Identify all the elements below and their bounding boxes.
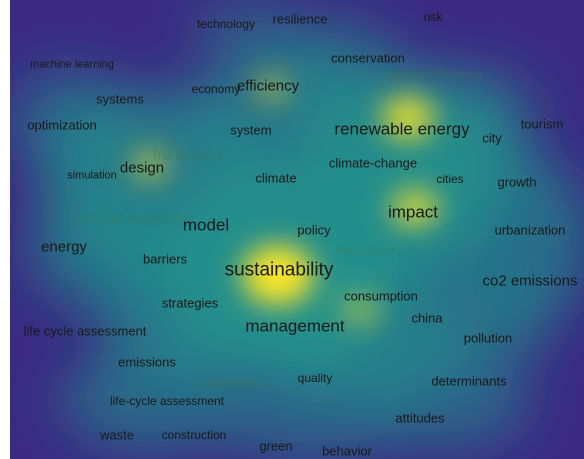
term-risk: risk <box>423 10 443 24</box>
density-hotspot <box>254 74 290 102</box>
term-energy: energy <box>41 238 87 256</box>
density-blob <box>30 190 170 310</box>
term-management: management <box>245 316 345 336</box>
term-attitudes: attitudes <box>395 410 445 426</box>
density-blob <box>430 290 550 370</box>
term-barriers: barriers <box>142 251 188 267</box>
term-circular-economy: circular economy <box>75 209 189 227</box>
term-model: model <box>182 215 230 235</box>
term-sustainability: sustainability <box>224 259 334 281</box>
term-emissions: emissions <box>118 354 176 370</box>
term-co2-emissions: co2 emissions <box>482 272 578 290</box>
density-heatmap <box>10 0 584 459</box>
term-energy-efficiency: energy efficiency <box>385 66 483 82</box>
term-economy: economy <box>191 82 241 96</box>
term-innovation: innovation <box>335 242 395 258</box>
term-optimization: optimization <box>27 117 97 133</box>
term-construction: construction <box>161 428 227 442</box>
term-growth: growth <box>497 174 537 190</box>
term-cities: cities <box>436 172 464 186</box>
density-blob <box>10 70 130 170</box>
term-green: green <box>259 438 293 454</box>
term-tourism: tourism <box>520 116 564 132</box>
term-quality: quality <box>297 371 333 385</box>
term-knowledge: knowledge <box>193 375 257 391</box>
term-climate-change: climate-change <box>328 155 418 171</box>
term-machine-learning: machine learning <box>30 58 114 71</box>
term-life-cycle-assessment: life cycle assessment <box>23 323 147 339</box>
density-hotspot <box>382 96 434 140</box>
term-impact: impact <box>387 202 439 222</box>
term-efficiency: efficiency <box>236 77 300 95</box>
density-hotspot <box>391 188 439 228</box>
term-simulation: simulation <box>67 169 117 182</box>
term-resilience: resilience <box>272 11 328 27</box>
density-blob <box>420 70 540 150</box>
term-design: design <box>119 159 165 177</box>
term-system: system <box>230 122 272 138</box>
term-technology: technology <box>196 17 256 31</box>
density-hotspot <box>338 294 382 326</box>
term-china: china <box>411 310 443 326</box>
density-blob <box>190 0 310 60</box>
term-urbanization: urbanization <box>494 222 566 238</box>
term-consumption: consumption <box>344 288 418 304</box>
density-map: technology resilience risk machine learn… <box>10 0 584 459</box>
term-life-cycle-assessment-hyphen: life-cycle assessment <box>109 394 225 408</box>
density-blob <box>210 380 410 459</box>
density-blob <box>450 150 584 330</box>
density-blob <box>280 20 400 100</box>
term-waste: waste <box>100 427 134 443</box>
term-behavior: behavior <box>322 443 372 459</box>
term-policy: policy <box>297 222 331 238</box>
density-blob <box>370 350 530 450</box>
term-city: city <box>482 130 502 146</box>
term-framework: framework <box>152 146 224 164</box>
term-strategies: strategies <box>161 295 219 311</box>
term-pollution: pollution <box>463 330 513 346</box>
term-determinants: determinants <box>431 373 507 389</box>
density-hotspot <box>242 245 314 305</box>
density-blob <box>60 350 240 450</box>
density-hotspot <box>130 149 170 181</box>
term-conservation: conservation <box>331 50 405 66</box>
term-renewable-energy: renewable energy <box>334 119 470 139</box>
term-climate: climate <box>255 170 297 186</box>
term-systems: systems <box>96 91 144 107</box>
